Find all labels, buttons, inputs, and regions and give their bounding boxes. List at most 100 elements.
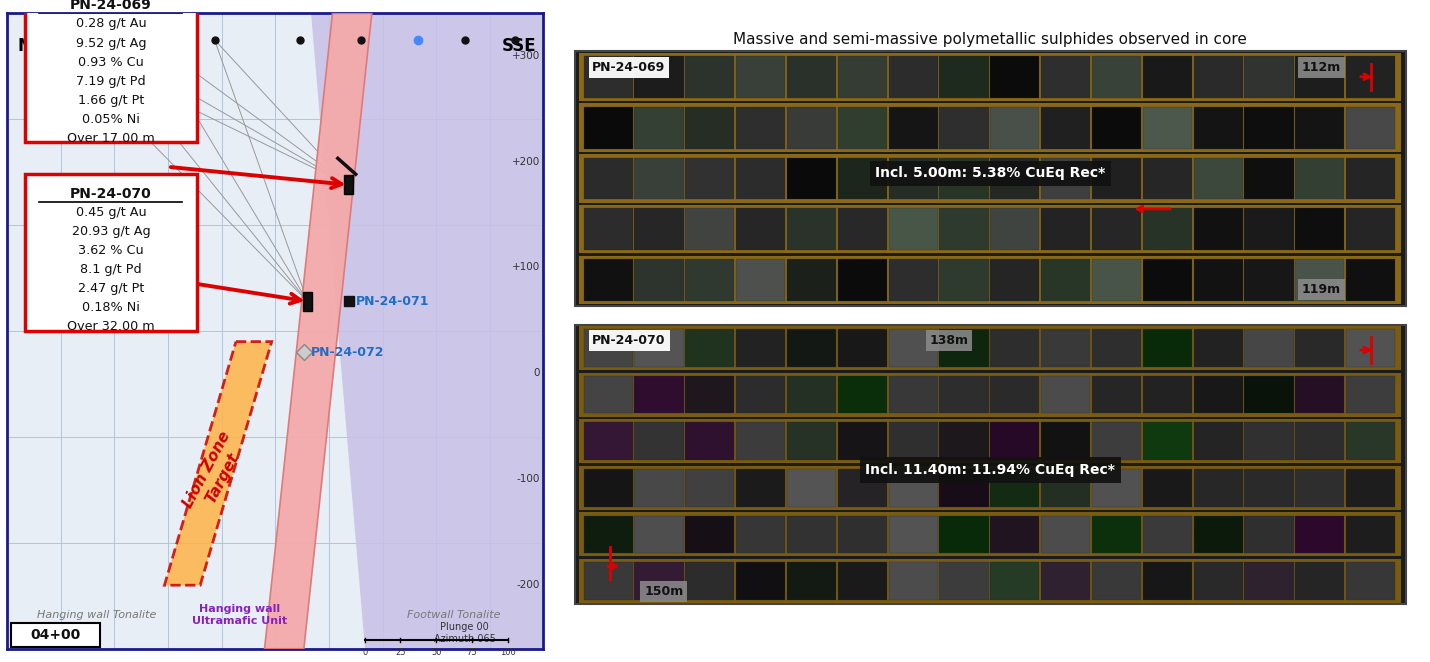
Bar [1143, 562, 1191, 600]
Bar [583, 209, 632, 250]
Bar [990, 56, 1040, 98]
Bar [838, 158, 887, 199]
Bar [1194, 158, 1243, 199]
Bar [888, 516, 938, 553]
Bar [685, 329, 735, 367]
Bar [635, 56, 684, 98]
Bar [990, 422, 1040, 460]
Bar [940, 422, 988, 460]
Bar [888, 56, 938, 98]
Bar [635, 158, 684, 199]
Bar [940, 376, 988, 413]
Bar [888, 209, 938, 250]
Bar [990, 209, 1040, 250]
Text: 3.62 % Cu: 3.62 % Cu [79, 244, 143, 257]
Bar [1346, 516, 1396, 553]
Text: 0: 0 [362, 647, 368, 657]
Bar [579, 205, 1401, 254]
Text: 0: 0 [533, 368, 541, 379]
Bar [635, 422, 684, 460]
Text: Hanging wall
Ultramafic Unit: Hanging wall Ultramafic Unit [192, 604, 287, 626]
Bar [579, 256, 1401, 305]
Bar [787, 469, 837, 506]
Bar [1143, 56, 1191, 98]
Polygon shape [265, 13, 372, 649]
Bar [940, 107, 988, 148]
Bar [1296, 56, 1344, 98]
Bar [579, 326, 1401, 370]
Bar [1296, 158, 1344, 199]
FancyBboxPatch shape [345, 175, 353, 195]
Bar [1346, 56, 1396, 98]
Text: 100: 100 [499, 647, 516, 657]
Bar [1143, 107, 1191, 148]
Text: 8.1 g/t Pd: 8.1 g/t Pd [80, 263, 142, 276]
Bar [838, 422, 887, 460]
Text: PN-24-069: PN-24-069 [70, 0, 152, 13]
Bar [838, 209, 887, 250]
Bar [1093, 107, 1141, 148]
Bar [1296, 329, 1344, 367]
Bar [579, 373, 1401, 416]
Bar [838, 562, 887, 600]
Text: Incl. 5.00m: 5.38% CuEq Rec*: Incl. 5.00m: 5.38% CuEq Rec* [875, 166, 1105, 180]
Bar [685, 422, 735, 460]
Text: Lion Zone
Target: Lion Zone Target [180, 429, 249, 519]
Bar [1041, 562, 1090, 600]
Bar [787, 562, 837, 600]
Bar [1194, 260, 1243, 301]
Bar [1244, 422, 1294, 460]
Text: 119m: 119m [1301, 283, 1341, 296]
Bar [583, 562, 632, 600]
Bar [990, 562, 1040, 600]
Bar [990, 469, 1040, 506]
Bar [1143, 422, 1191, 460]
Text: -200: -200 [516, 580, 541, 591]
Text: 150m: 150m [644, 585, 684, 598]
Text: Over 17.00 m: Over 17.00 m [67, 132, 154, 145]
Bar [1194, 469, 1243, 506]
Text: 7.19 g/t Pd: 7.19 g/t Pd [76, 75, 146, 87]
Bar [1041, 158, 1090, 199]
Bar [1244, 562, 1294, 600]
Bar [888, 469, 938, 506]
Bar [685, 158, 735, 199]
Bar [1194, 422, 1243, 460]
Polygon shape [164, 342, 272, 585]
Polygon shape [310, 13, 543, 649]
Bar [787, 209, 837, 250]
Bar [583, 107, 632, 148]
Bar [1041, 376, 1090, 413]
Bar [1296, 516, 1344, 553]
Bar [685, 516, 735, 553]
Bar [1093, 329, 1141, 367]
Text: 0.05% Ni: 0.05% Ni [82, 113, 140, 126]
Bar [583, 158, 632, 199]
Bar [888, 422, 938, 460]
Bar [1296, 422, 1344, 460]
Bar [940, 562, 988, 600]
Text: PN-24-071: PN-24-071 [356, 295, 429, 308]
Bar [888, 376, 938, 413]
Bar [940, 158, 988, 199]
Bar [1346, 469, 1396, 506]
Bar [940, 260, 988, 301]
Bar [940, 209, 988, 250]
Bar [579, 419, 1401, 463]
Bar [736, 329, 785, 367]
Text: PN-24-069: PN-24-069 [592, 61, 665, 73]
Text: +300: +300 [512, 50, 541, 61]
Bar [583, 376, 632, 413]
Text: 04+00: 04+00 [30, 628, 80, 642]
FancyBboxPatch shape [26, 0, 197, 142]
Bar [1093, 158, 1141, 199]
FancyBboxPatch shape [575, 52, 1406, 306]
Bar [1143, 516, 1191, 553]
Bar [888, 107, 938, 148]
Bar [1041, 516, 1090, 553]
Bar [940, 516, 988, 553]
Text: 20.93 g/t Ag: 20.93 g/t Ag [72, 225, 150, 238]
Bar [736, 376, 785, 413]
Bar [990, 260, 1040, 301]
Bar [1041, 107, 1090, 148]
